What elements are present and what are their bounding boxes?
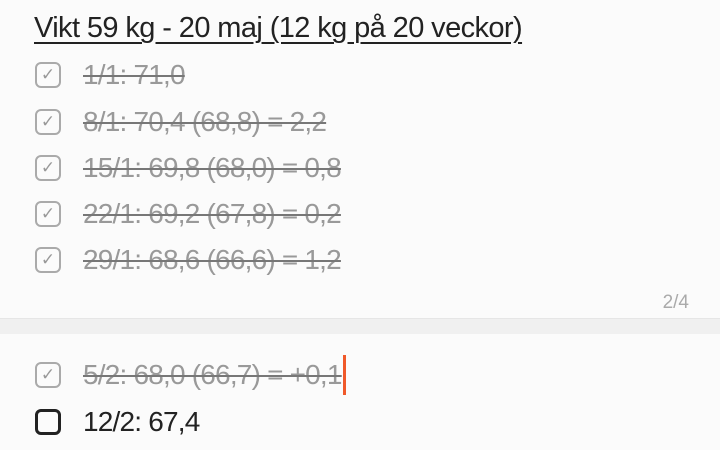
checkbox-empty-icon[interactable] <box>35 409 61 435</box>
checklist-item[interactable]: ✓ 1/1: 71,0 <box>35 59 186 91</box>
checklist-item[interactable]: 12/2: 67,4 <box>35 406 200 438</box>
item-text[interactable]: 12/2: 67,4 <box>83 406 200 437</box>
item-text[interactable]: 29/1: 68,6 (66,6) = 1,2 <box>83 244 342 275</box>
checklist-item[interactable]: ✓ 15/1: 69,8 (68,0) = 0,8 <box>35 152 342 184</box>
note-divider <box>0 318 720 334</box>
checkbox-checked-icon[interactable]: ✓ <box>35 109 61 135</box>
checkbox-checked-icon[interactable]: ✓ <box>35 362 61 388</box>
item-text[interactable]: 22/1: 69,2 (67,8) = 0,2 <box>83 198 342 229</box>
item-text[interactable]: 5/2: 68,0 (66,7) = +0,1 <box>83 359 343 390</box>
item-text[interactable]: 1/1: 71,0 <box>83 59 186 90</box>
checkbox-checked-icon[interactable]: ✓ <box>35 62 61 88</box>
checkbox-checked-icon[interactable]: ✓ <box>35 247 61 273</box>
checklist-item[interactable]: ✓ 22/1: 69,2 (67,8) = 0,2 <box>35 198 342 230</box>
checkbox-checked-icon[interactable]: ✓ <box>35 155 61 181</box>
checkbox-checked-icon[interactable]: ✓ <box>35 201 61 227</box>
checklist-item[interactable]: ✓ 8/1: 70,4 (68,8) = 2,2 <box>35 106 327 138</box>
text-cursor <box>342 355 346 395</box>
note-title[interactable]: Vikt 59 kg - 20 maj (12 kg på 20 veckor) <box>34 12 523 44</box>
item-text[interactable]: 15/1: 69,8 (68,0) = 0,8 <box>83 152 342 183</box>
page-indicator: 2/4 <box>662 292 689 313</box>
checklist-item[interactable]: ✓ 29/1: 68,6 (66,6) = 1,2 <box>35 244 342 276</box>
item-text[interactable]: 8/1: 70,4 (68,8) = 2,2 <box>83 106 327 137</box>
checklist-item[interactable]: ✓ 5/2: 68,0 (66,7) = +0,1 <box>35 355 346 395</box>
